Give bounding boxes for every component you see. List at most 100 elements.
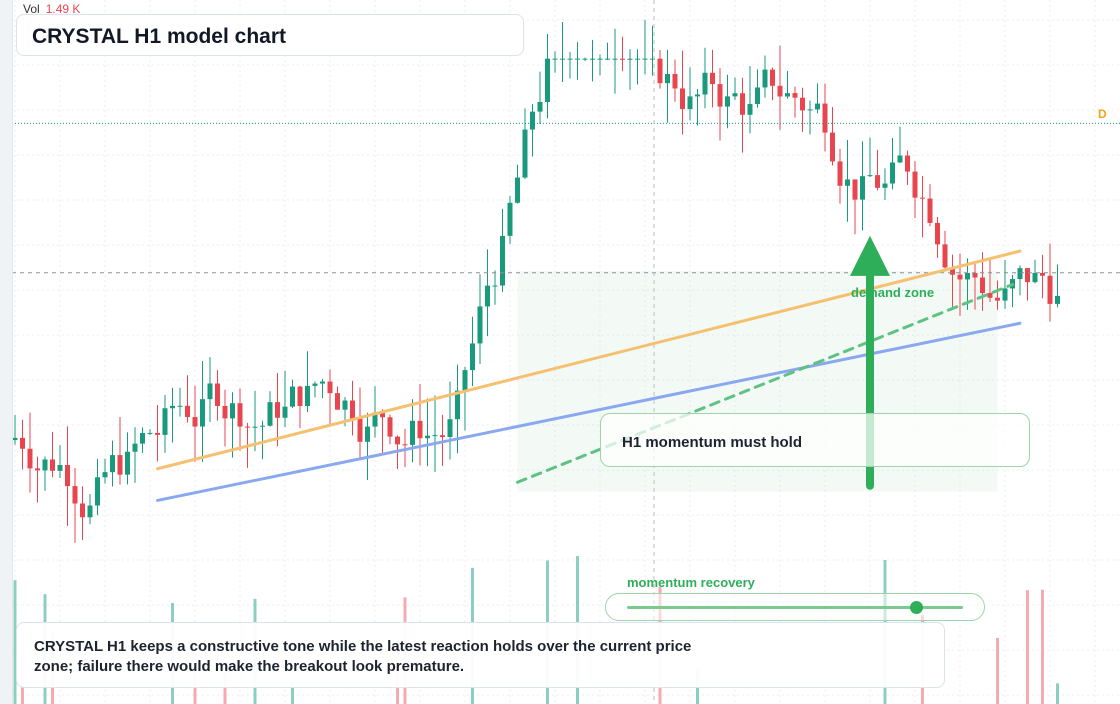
candle-body bbox=[912, 171, 918, 198]
candle-body bbox=[365, 426, 370, 442]
candle-body bbox=[815, 103, 820, 110]
candle-body bbox=[147, 432, 153, 434]
volume-bar bbox=[291, 682, 294, 704]
slider-track[interactable] bbox=[627, 606, 963, 609]
candle-body bbox=[80, 503, 85, 518]
candle-body bbox=[192, 417, 198, 427]
candle-body bbox=[357, 418, 363, 442]
candle-body bbox=[852, 179, 858, 200]
candle-body bbox=[965, 273, 970, 280]
candle-body bbox=[65, 464, 70, 487]
volume-label: Vol bbox=[23, 2, 40, 16]
candle-body bbox=[837, 161, 843, 186]
candle-body bbox=[230, 403, 235, 419]
volume-bar bbox=[1026, 590, 1029, 704]
candle-body bbox=[42, 459, 48, 471]
candle-body bbox=[207, 383, 213, 400]
candle-body bbox=[897, 155, 903, 163]
candle-body bbox=[342, 400, 348, 410]
candle-body bbox=[980, 277, 985, 294]
candle-body bbox=[972, 273, 978, 278]
candle-body bbox=[822, 103, 828, 133]
candle-body bbox=[845, 179, 850, 186]
candle-body bbox=[552, 58, 558, 60]
candle-body bbox=[890, 162, 895, 184]
candle-body bbox=[935, 222, 940, 245]
candle-body bbox=[162, 408, 168, 435]
candle-body bbox=[485, 285, 490, 307]
candle-body bbox=[875, 175, 880, 188]
candle-body bbox=[155, 432, 160, 435]
candle-body bbox=[800, 97, 805, 111]
candle-body bbox=[740, 93, 745, 115]
candle-body bbox=[755, 87, 760, 105]
left-price-strip bbox=[0, 0, 13, 704]
momentum-slider[interactable] bbox=[605, 593, 985, 621]
caption-text: CRYSTAL H1 keeps a constructive tone whi… bbox=[34, 638, 692, 675]
candle-body bbox=[717, 84, 723, 107]
candle-body bbox=[747, 104, 753, 115]
candle-body bbox=[567, 58, 573, 60]
candle-body bbox=[50, 459, 55, 471]
candle-body bbox=[410, 420, 415, 445]
candle-body bbox=[987, 293, 993, 298]
candle-body bbox=[500, 235, 505, 286]
candle-body bbox=[282, 406, 288, 418]
candle-body bbox=[920, 197, 925, 199]
volume-bar bbox=[1056, 683, 1059, 704]
title-card: CRYSTAL H1 model chart bbox=[16, 14, 524, 56]
candle-body bbox=[327, 381, 333, 394]
candle-body bbox=[650, 58, 655, 60]
candle-body bbox=[275, 402, 280, 418]
candle-body bbox=[387, 417, 393, 437]
candle-body bbox=[470, 343, 475, 371]
candle-body bbox=[665, 73, 670, 84]
candle-body bbox=[695, 94, 700, 97]
candle-body bbox=[132, 443, 138, 452]
candle-body bbox=[305, 385, 310, 406]
candle-body bbox=[590, 58, 595, 60]
candle-body bbox=[492, 285, 498, 287]
candle-body bbox=[1055, 295, 1060, 304]
candle-body bbox=[72, 486, 78, 504]
candle-body bbox=[762, 69, 768, 88]
candle-body bbox=[432, 435, 438, 437]
candle-body bbox=[605, 58, 610, 60]
candle-body bbox=[215, 383, 220, 406]
candle-body bbox=[642, 58, 648, 60]
demand-zone-label: demand zone bbox=[851, 285, 935, 300]
candle-body bbox=[537, 101, 543, 112]
candle-body bbox=[335, 393, 340, 410]
candle-body bbox=[117, 455, 123, 475]
candle-body bbox=[635, 58, 640, 60]
candle-body bbox=[942, 244, 948, 268]
candle-body bbox=[1040, 272, 1045, 276]
slider-label: momentum recovery bbox=[627, 575, 755, 590]
candle-body bbox=[320, 381, 325, 384]
slider-thumb[interactable] bbox=[909, 601, 923, 614]
candle-body bbox=[110, 455, 115, 473]
trendline-blue bbox=[156, 321, 1022, 502]
candle-body bbox=[507, 202, 513, 236]
candle-body bbox=[785, 93, 790, 97]
candle-body bbox=[455, 390, 460, 420]
candle-body bbox=[687, 96, 693, 110]
candle-body bbox=[35, 468, 40, 471]
volume-bar bbox=[996, 637, 999, 704]
candle-body bbox=[402, 444, 408, 446]
caption-card: CRYSTAL H1 keeps a constructive tone whi… bbox=[16, 622, 945, 688]
candle-body bbox=[867, 175, 873, 177]
candle-body bbox=[380, 412, 385, 418]
candle-body bbox=[830, 132, 835, 162]
candle-body bbox=[777, 85, 783, 97]
candle-body bbox=[312, 383, 318, 386]
candle-body bbox=[140, 432, 145, 444]
candle-body bbox=[575, 58, 580, 60]
candle-body bbox=[657, 58, 663, 84]
momentum-note: H1 momentum must hold bbox=[622, 434, 803, 451]
volume-bar bbox=[13, 580, 17, 704]
chart-title: CRYSTAL H1 model chart bbox=[32, 25, 286, 48]
candle-body bbox=[710, 72, 715, 85]
candle-body bbox=[950, 267, 955, 275]
volume-value: 1.49 K bbox=[45, 2, 81, 16]
